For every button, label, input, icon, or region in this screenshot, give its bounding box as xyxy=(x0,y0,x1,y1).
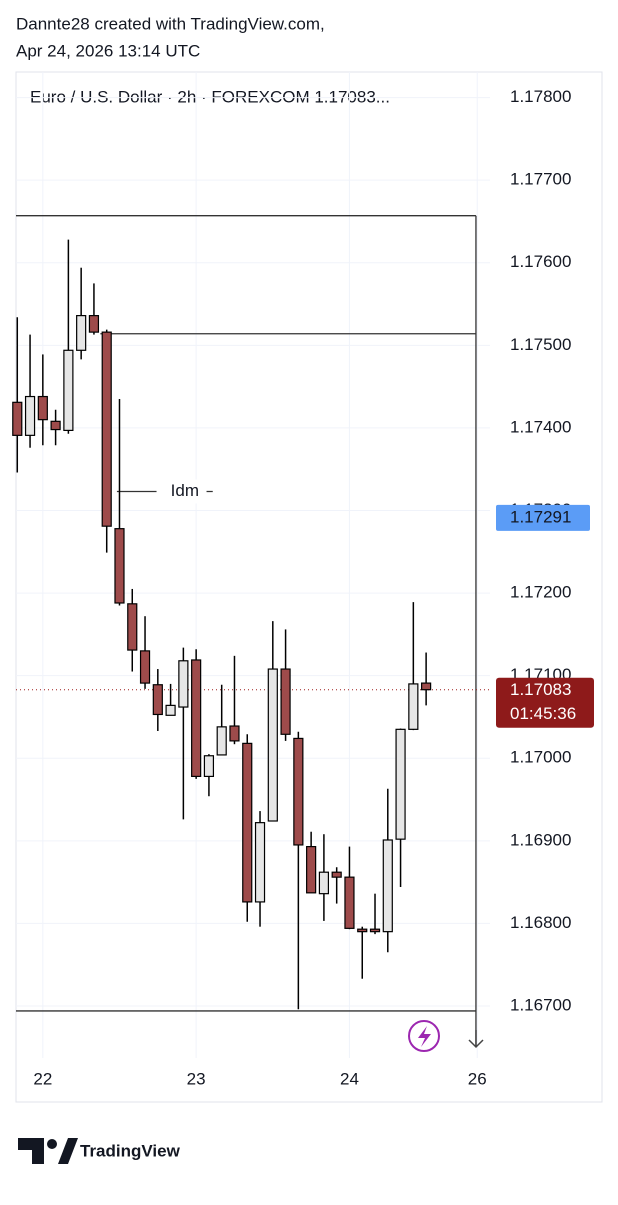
candle-body xyxy=(254,822,266,903)
price-label: 1.17083 xyxy=(510,680,571,699)
candle-body xyxy=(139,650,151,684)
chart-title: Euro / U.S. Dollar · 2h · FOREXCOM 1.170… xyxy=(30,87,390,106)
annotation-text: Idm xyxy=(171,481,199,500)
candle-body xyxy=(280,668,291,735)
candle-body xyxy=(178,660,189,708)
candle-body xyxy=(242,742,253,903)
x-tick-label: 26 xyxy=(468,1069,487,1088)
y-tick-label: 1.17200 xyxy=(510,583,571,602)
candle-body xyxy=(229,725,240,742)
candle-body xyxy=(114,528,125,604)
candle-body xyxy=(369,928,381,933)
candle-body xyxy=(76,315,87,351)
candle-body xyxy=(152,684,163,716)
price-label: 1.17291 xyxy=(510,507,571,526)
y-tick-label: 1.17600 xyxy=(510,252,571,271)
y-tick-label: 1.17400 xyxy=(510,417,571,436)
x-tick-label: 24 xyxy=(340,1069,359,1088)
brand: TradingView xyxy=(80,1141,181,1160)
y-tick-label: 1.17700 xyxy=(510,170,571,189)
candle-body xyxy=(216,726,227,756)
candle-body xyxy=(408,683,419,730)
countdown: 01:45:36 xyxy=(510,704,576,723)
candle-body xyxy=(344,876,355,929)
arrow xyxy=(468,1030,484,1049)
candle-body xyxy=(306,845,317,894)
annotation-bg xyxy=(156,479,207,504)
candle-body xyxy=(293,737,304,846)
candle-body xyxy=(203,755,215,778)
candle-body xyxy=(88,315,100,333)
candle-body xyxy=(101,331,112,527)
x-tick-label: 22 xyxy=(33,1069,52,1088)
candle-body xyxy=(37,395,48,421)
candle-body xyxy=(331,871,342,878)
header-line: Dannte28 created with TradingView.com, xyxy=(16,14,325,33)
logo xyxy=(18,1138,78,1164)
price-label-bg xyxy=(496,677,594,728)
y-tick-label: 1.17000 xyxy=(510,748,571,767)
x-tick-label: 23 xyxy=(187,1069,206,1088)
candle-body xyxy=(267,668,278,822)
candle-body xyxy=(12,401,23,436)
candle-body xyxy=(24,395,36,436)
price-label-bg xyxy=(496,504,590,531)
candle-body xyxy=(357,928,368,933)
chart-frame xyxy=(15,71,603,1103)
y-tick-label: 1.17500 xyxy=(510,335,571,354)
icon xyxy=(418,1026,431,1047)
candle-body xyxy=(395,728,406,840)
candle-body xyxy=(421,682,432,691)
y-tick-label: 1.17800 xyxy=(510,87,571,106)
y-tick-label: 1.16900 xyxy=(510,830,571,849)
candle-body xyxy=(165,704,176,716)
y-tick-label: 1.16700 xyxy=(510,995,571,1014)
candle-body xyxy=(63,349,74,431)
plot: 1.178001.177001.176001.175001.174001.173… xyxy=(12,72,571,1088)
icon xyxy=(408,1020,440,1052)
y-tick-label: 1.16800 xyxy=(510,913,571,932)
candle-body xyxy=(382,839,393,933)
header-line: Apr 24, 2026 13:14 UTC xyxy=(16,41,200,60)
candle-body xyxy=(127,603,138,651)
candle-body xyxy=(191,659,202,778)
candle-body xyxy=(50,420,61,431)
candle-body xyxy=(318,871,330,895)
